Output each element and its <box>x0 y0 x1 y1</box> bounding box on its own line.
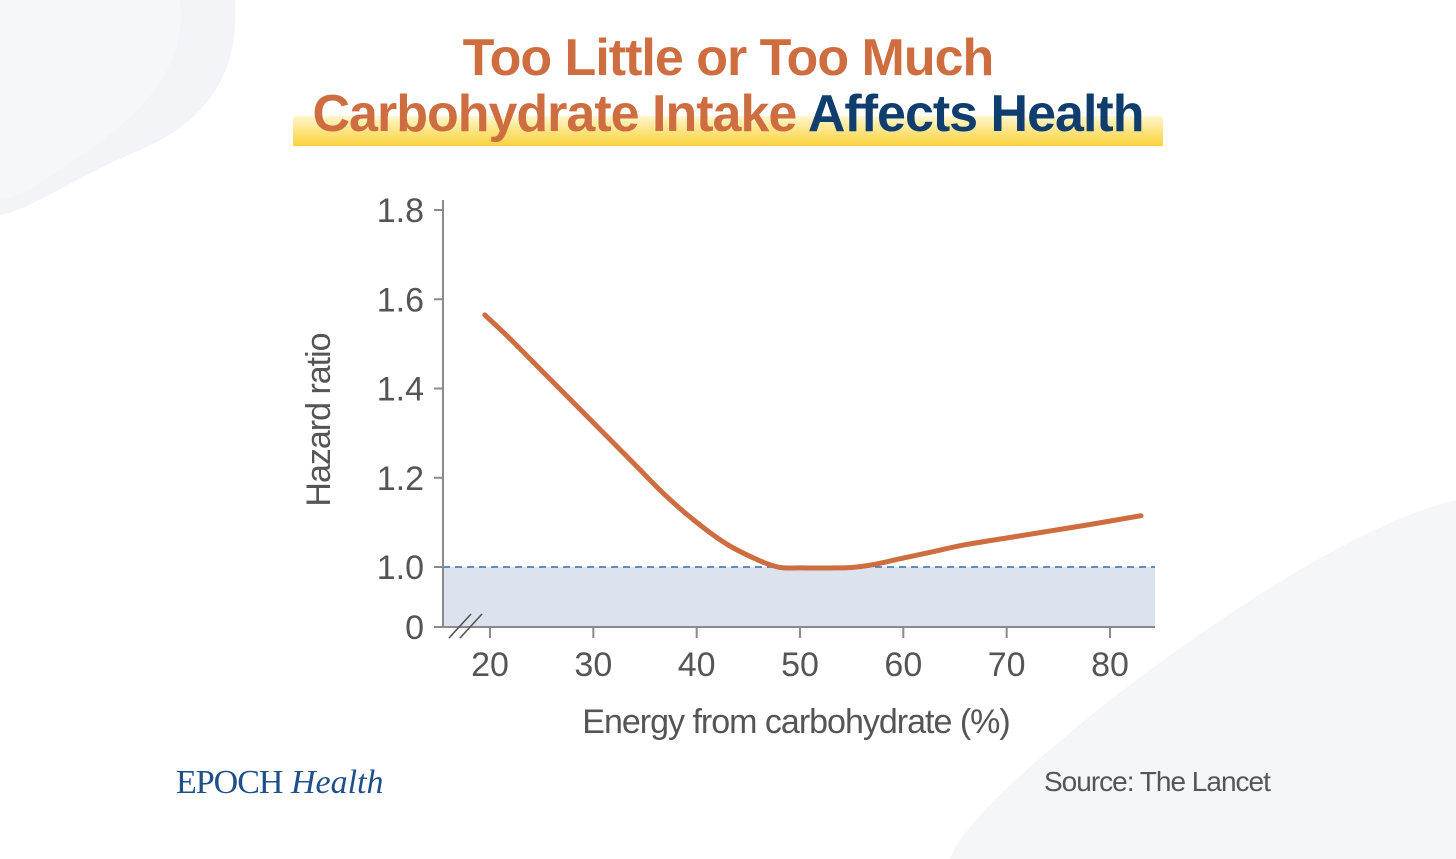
title-highlight <box>292 116 1164 146</box>
epoch-health-logo: EPOCH Health <box>176 764 384 802</box>
x-tick-label: 80 <box>1091 646 1129 684</box>
x-axis-label: Energy from carbohydrate (%) <box>582 703 1009 741</box>
logo-epoch: EPOCH <box>176 764 283 801</box>
axis-break <box>448 613 483 639</box>
logo-health: Health <box>290 764 384 801</box>
axis-break-mark-1 <box>448 613 472 639</box>
axis-break-mark-2 <box>459 613 483 639</box>
y-tick-label: 0 <box>405 609 424 647</box>
y-ticks: 0 1.0 1.2 1.4 1.6 1.8 <box>377 192 443 647</box>
x-tick-label: 30 <box>574 646 612 684</box>
x-tick-label: 70 <box>988 646 1026 684</box>
y-tick-label: 1.6 <box>377 281 424 319</box>
title-line-1: Too Little or Too Much <box>462 29 995 87</box>
y-tick-label: 1.2 <box>377 460 424 498</box>
y-tick-label: 1.0 <box>377 549 424 587</box>
title-part-orange: Carbohydrate Intake <box>312 85 798 143</box>
y-tick-label: 1.4 <box>377 371 424 409</box>
x-tick-label: 20 <box>471 646 509 684</box>
x-tick-label: 60 <box>884 646 922 684</box>
chart-title: Too Little or Too Much Carbohydrate Inta… <box>0 29 1456 146</box>
x-tick-label: 40 <box>678 646 716 684</box>
x-tick-label: 50 <box>781 646 819 684</box>
source-note: Source: The Lancet <box>1044 766 1271 797</box>
y-axis-label: Hazard ratio <box>300 333 338 506</box>
title-line-2: Carbohydrate Intake Affects Health <box>292 85 1164 146</box>
y-tick-label: 1.8 <box>377 192 424 230</box>
x-ticks: 20 30 40 50 60 70 80 <box>471 627 1129 684</box>
hazard-ratio-line <box>482 312 1144 571</box>
reference-band <box>443 567 1155 627</box>
title-part-blue: Affects Health <box>807 85 1145 143</box>
